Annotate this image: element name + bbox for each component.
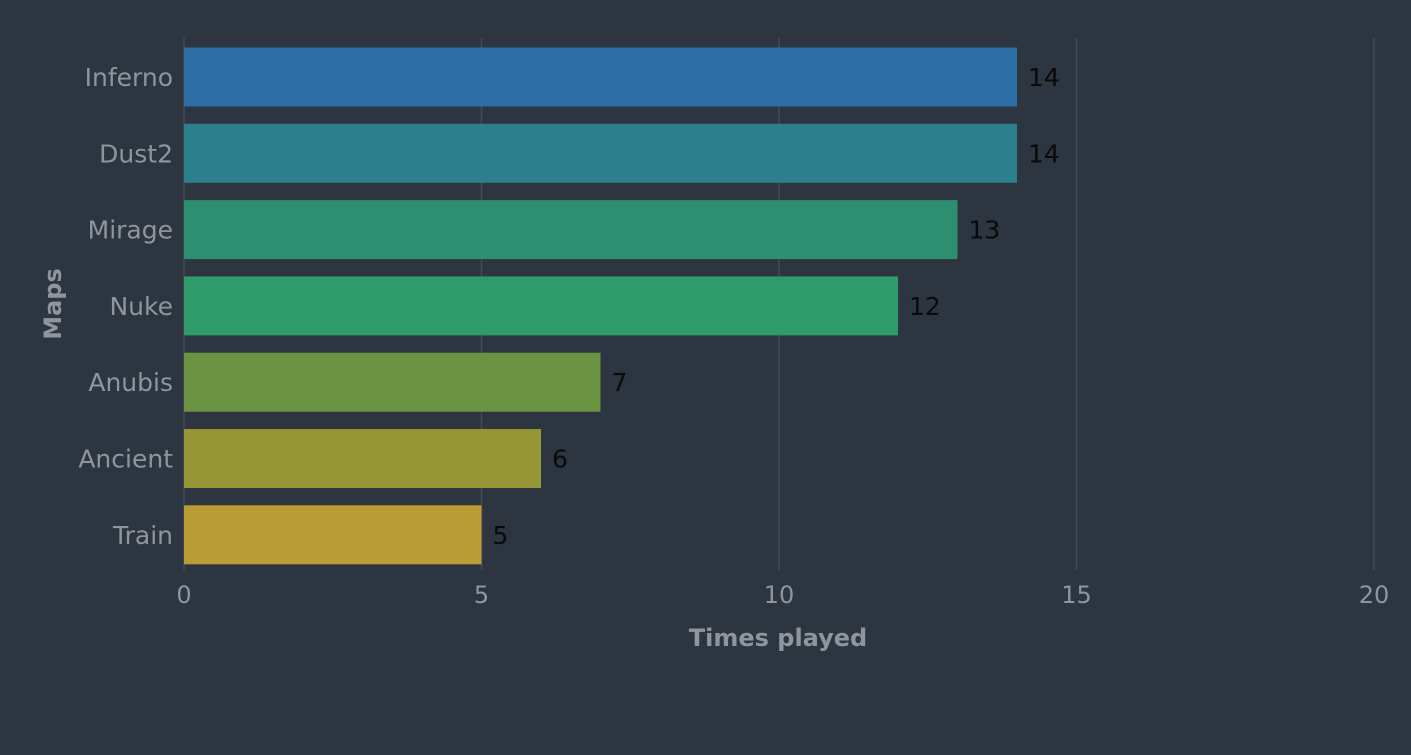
bar-ancient	[184, 429, 541, 488]
data-label: 14	[1028, 63, 1060, 92]
data-label: 14	[1028, 139, 1060, 168]
data-label: 12	[909, 292, 941, 321]
bar-anubis	[184, 352, 601, 412]
x-axis-title: Times played	[689, 624, 868, 652]
y-axis-title: Maps	[39, 268, 67, 340]
data-label: 5	[493, 521, 509, 550]
y-tick-label: Ancient	[78, 445, 173, 474]
bars	[184, 47, 1017, 565]
y-tick-label: Train	[112, 521, 173, 550]
x-tick-label: 5	[474, 581, 489, 609]
data-label: 13	[969, 216, 1001, 245]
data-label: 7	[612, 368, 628, 397]
bar-dust2	[184, 123, 1017, 183]
bar-nuke	[184, 276, 898, 336]
x-tick-label: 15	[1061, 581, 1092, 609]
y-tick-label: Nuke	[109, 292, 173, 321]
data-label: 6	[552, 445, 568, 474]
x-tick-label: 0	[176, 581, 191, 609]
y-tick-label: Anubis	[88, 368, 173, 397]
y-tick-label: Mirage	[88, 216, 173, 245]
labels: 0 5 10 15 20 Inferno 14 Dust2 14 Mirage 13 Nuke 12 An…	[78, 63, 1389, 609]
bar-inferno	[184, 47, 1017, 107]
x-tick-label: 20	[1359, 581, 1390, 609]
y-tick-label: Inferno	[85, 63, 173, 92]
bar-train	[184, 505, 482, 565]
y-tick-label: Dust2	[99, 139, 173, 168]
x-tick-label: 10	[764, 581, 795, 609]
bar-mirage	[184, 200, 958, 260]
